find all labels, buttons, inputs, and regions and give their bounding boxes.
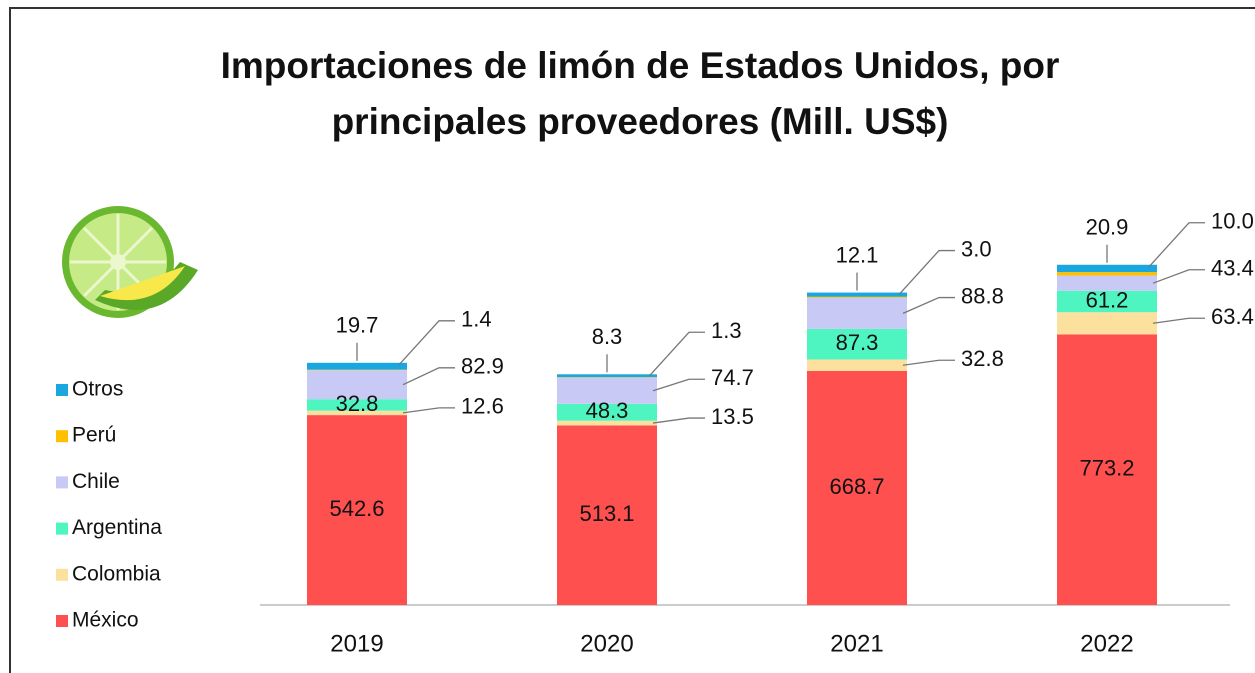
frame (9, 7, 1255, 673)
data-label: 513.1 (579, 501, 634, 526)
data-label: 1.3 (711, 318, 742, 343)
data-label: 20.9 (1086, 215, 1129, 240)
data-label: 3.0 (961, 236, 992, 261)
bar-segment (807, 297, 907, 329)
legend-label: Otros (72, 378, 123, 401)
bar-segment (1057, 334, 1157, 605)
data-label: 74.7 (711, 365, 754, 390)
leader-line (1148, 222, 1205, 268)
bar-segment (807, 328, 907, 360)
bar-segment (557, 377, 657, 404)
x-tick-label: 2022 (1080, 630, 1133, 657)
bar-segment (557, 425, 657, 605)
bar-segment (1057, 275, 1157, 291)
chart-title: Importaciones de limón de Estados Unidos… (220, 45, 1060, 142)
data-label: 8.3 (592, 324, 623, 349)
data-label: 10.0 (1211, 209, 1254, 234)
legend-label: Argentina (72, 516, 162, 539)
leader-line (398, 320, 455, 366)
leader-line (648, 331, 705, 377)
data-label: 542.6 (329, 496, 384, 521)
bar-segment (807, 292, 907, 297)
leader-line (652, 417, 705, 424)
data-label: 82.9 (461, 354, 504, 379)
bar-segment (807, 296, 907, 298)
leader-line (652, 378, 705, 392)
legend-label: Chile (72, 470, 120, 493)
bar-segment (1057, 264, 1157, 273)
bar-segment (557, 374, 657, 378)
leader-line (1152, 269, 1205, 284)
data-label: 1.4 (461, 307, 492, 332)
legend-swatch (56, 568, 68, 581)
leader-line (1152, 317, 1205, 324)
bar-segment (307, 362, 407, 370)
data-label: 773.2 (1079, 456, 1134, 481)
data-label: 32.8 (961, 346, 1004, 371)
lime-icon (62, 206, 198, 318)
bar-segment (807, 370, 907, 605)
bar-segment (307, 415, 407, 605)
bar-segment (307, 410, 407, 416)
legend-label: Perú (72, 424, 116, 447)
x-tick-label: 2021 (830, 630, 883, 657)
bar-segment (1057, 272, 1157, 276)
bar-segment (1057, 290, 1157, 313)
data-label: 43.4 (1211, 256, 1254, 281)
legend-swatch (56, 384, 68, 396)
leader-line (902, 359, 955, 366)
x-tick-label: 2020 (580, 630, 633, 657)
leader-line (402, 407, 455, 414)
data-label: 63.4 (1211, 304, 1254, 329)
bar-segment (307, 399, 407, 411)
leader-line (402, 367, 455, 386)
bar-segment (1057, 312, 1157, 335)
leader-line (898, 249, 955, 295)
data-label: 61.2 (1086, 287, 1129, 312)
legend-swatch (56, 615, 68, 627)
legend-swatch (56, 430, 68, 443)
legend-label: Colombia (72, 562, 161, 585)
data-label: 32.8 (336, 391, 379, 416)
x-tick-label: 2019 (330, 630, 383, 657)
bar-segment (557, 403, 657, 421)
bar-segment (807, 359, 907, 371)
data-label: 87.3 (836, 330, 879, 355)
legend-swatch (56, 476, 68, 489)
legend-label: México (72, 609, 139, 632)
data-label: 48.3 (586, 398, 629, 423)
data-label: 668.7 (829, 474, 884, 499)
leader-line (902, 296, 955, 314)
data-label: 13.5 (711, 404, 754, 429)
bar-segment (307, 370, 407, 400)
data-label: 19.7 (336, 313, 379, 338)
data-label: 88.8 (961, 283, 1004, 308)
legend-swatch (56, 522, 68, 535)
bar-segment (557, 420, 657, 426)
data-label: 12.1 (836, 242, 879, 267)
data-label: 12.6 (461, 394, 504, 419)
